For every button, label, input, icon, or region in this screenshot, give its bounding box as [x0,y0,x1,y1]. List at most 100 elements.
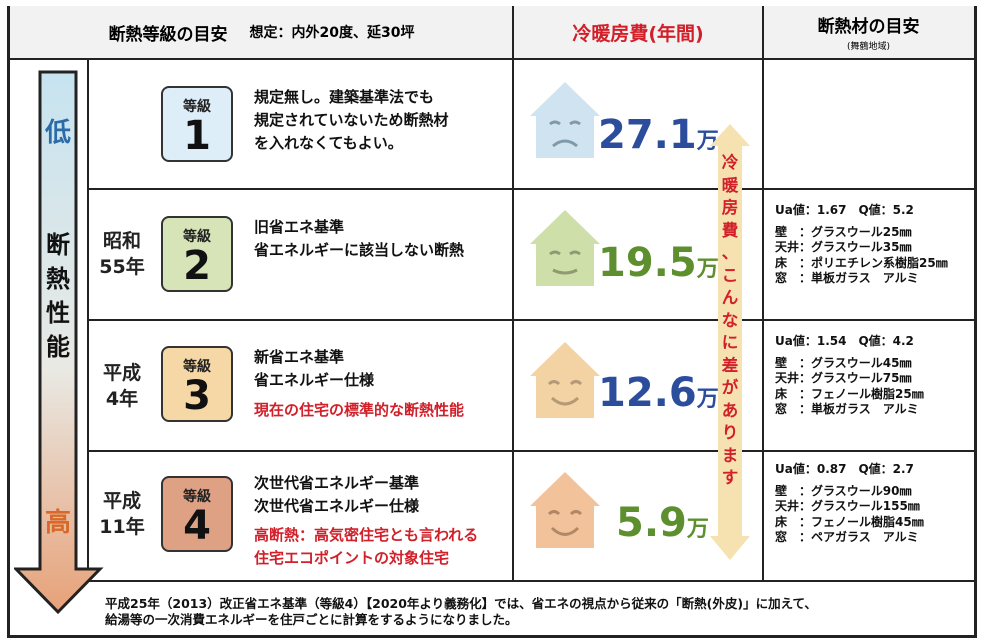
grade-description-1: 規定無し。建築基準法でも 規定されていないため断熱材 を入れなくてもよい。 [254,86,449,155]
grade-description-2: 旧省エネ基準 省エネルギーに該当しない断熱 [254,216,464,262]
header-title: 断熱等級の目安 [108,24,228,45]
desc-highlight: 高断熱：高気密住宅とも言われる [254,526,479,544]
cost-value-3: 12.6万 [598,370,719,416]
cost-number: 19.5 [598,240,697,286]
grade-label: 等級 [183,359,211,375]
callout-char: あ [721,400,739,420]
arrow-char: 能 [46,333,70,361]
desc-line: 旧省エネ基準 [254,218,345,236]
material-line: 窓 ：単板ガラス アルミ [775,402,919,416]
material-line: 窓 ：ペアガラス アルミ [775,530,919,544]
grade-box-1: 等級 1 [161,86,233,162]
grade-box-2: 等級 2 [161,216,233,292]
arrow-char: 熱 [46,265,70,293]
cost-unit: 万 [696,129,719,154]
era-label-3: 平成 4年 [92,360,152,412]
footer-line: 給湯等の一次消費エネルギーを住戸ごとに計算をするようになりました。 [105,612,518,627]
happy-house-icon [530,472,600,548]
divider-material [762,6,764,580]
material-line: 壁 ：グラスウール90㎜ [775,483,912,498]
footer-note: 平成25年（2013）改正省エネ基準（等級4）【2020年より義務化】では、省エ… [105,596,817,628]
era-line: 平成 [102,362,141,384]
cost-value-2: 19.5万 [598,240,719,286]
callout-char: ま [721,445,739,465]
material-line: 床 ：フェノール樹脂25㎜ [775,386,924,401]
material-ua: Ua値：1.54 Q値：4.2 [775,334,914,348]
material-spec-4: Ua値：0.87 Q値：2.7 壁 ：グラスウール90㎜ 天井：グラスウール15… [775,462,924,546]
era-label-2: 昭和 55年 [92,228,152,280]
era-line: 55年 [99,256,145,278]
smiling-house-icon [530,342,600,418]
callout-text: 冷暖房費、こんなに差があります [712,152,748,490]
material-title: 断熱材の目安 [817,17,920,37]
era-label-4: 平成 11年 [92,488,152,540]
grade-number: 1 [183,113,211,159]
header-assumption: 想定：内外20度、延30坪 [249,25,415,41]
callout-char: 房 [721,198,739,217]
desc-line: 次世代省エネルギー仕様 [254,497,420,515]
material-line: 天井：グラスウール155㎜ [775,499,920,513]
row-divider-2 [87,319,974,321]
callout-char: に [721,333,739,352]
desc-line: 次世代省エネルギー基準 [254,474,420,492]
grade-description-3: 新省エネ基準 省エネルギー仕様 現在の住宅の標準的な断熱性能 [254,346,464,422]
divider-cost [512,6,514,580]
callout-char: な [721,310,739,330]
neutral-house-icon [530,210,600,286]
row-divider-3 [87,450,974,452]
cost-value-4: 5.9万 [616,500,709,546]
material-line: 天井：グラスウール75㎜ [775,371,912,385]
material-ua: Ua値：0.87 Q値：2.7 [775,462,914,476]
desc-line: 省エネルギーに該当しない断熱 [254,241,465,259]
cost-number: 27.1 [598,112,697,158]
sad-house-icon [530,82,600,158]
cost-number: 12.6 [598,370,697,416]
grade-number: 3 [183,373,211,419]
desc-line: 新省エネ基準 [254,348,345,366]
header-cost-cell: 冷暖房費(年間) [513,6,763,60]
grade-label: 等級 [183,99,211,115]
desc-highlight: 住宅エコポイントの対象住宅 [254,549,450,567]
grade-box-4: 等級 4 [161,476,233,552]
arrow-performance-label: 断 熱 性 能 [38,228,78,364]
cost-difference-callout [710,124,750,560]
cost-value-1: 27.1万 [598,112,719,158]
callout-char: 差 [721,355,739,375]
desc-highlight: 現在の住宅の標準的な断熱性能 [254,401,465,419]
era-line: 昭和 [102,230,141,252]
callout-char: が [721,378,739,397]
material-line: 床 ：フェノール樹脂45㎜ [775,514,924,529]
header-material-cell: 断熱材の目安 (舞鶴地域) [763,6,974,60]
callout-char: り [721,423,739,442]
grade-description-4: 次世代省エネルギー基準 次世代省エネルギー仕様 高断熱：高気密住宅とも言われる … [254,472,478,570]
callout-char: ん [721,288,739,307]
desc-line: 規定無し。建築基準法でも [254,88,435,106]
material-line: 天井：グラスウール35㎜ [775,240,912,254]
grade-label: 等級 [183,229,211,245]
desc-line: 規定されていないため断熱材 [254,111,449,129]
header-grade-cell: 断熱等級の目安 想定：内外20度、延30坪 [10,6,513,60]
arrow-high-label: 高 [44,508,71,538]
callout-char: こ [721,265,739,285]
era-line: 4年 [105,388,139,410]
arrow-char: 断 [46,231,70,259]
desc-line: 省エネルギー仕様 [254,371,375,389]
grade-number: 4 [183,503,211,549]
cost-title: 冷暖房費(年間) [572,22,704,45]
row-divider-footer [87,580,974,582]
material-region: (舞鶴地域) [846,42,891,52]
callout-char: 暖 [721,175,739,195]
grade-box-3: 等級 3 [161,346,233,422]
row-divider-1 [87,188,974,190]
callout-char: す [721,468,739,487]
material-line: 壁 ：グラスウール25㎜ [775,224,912,239]
material-line: 床 ：ポリエチレン系樹脂25㎜ [775,255,948,270]
callout-char: 冷 [721,153,739,172]
material-line: 窓 ：単板ガラス アルミ [775,271,919,285]
material-spec-2: Ua値：1.67 Q値：5.2 壁 ：グラスウール25㎜ 天井：グラスウール35… [775,203,948,287]
cost-unit: 万 [696,387,719,412]
footer-line: 平成25年（2013）改正省エネ基準（等級4）【2020年より義務化】では、省エ… [105,596,817,611]
callout-char: 、 [721,243,739,262]
performance-arrow [14,70,104,615]
cost-unit: 万 [686,517,709,542]
